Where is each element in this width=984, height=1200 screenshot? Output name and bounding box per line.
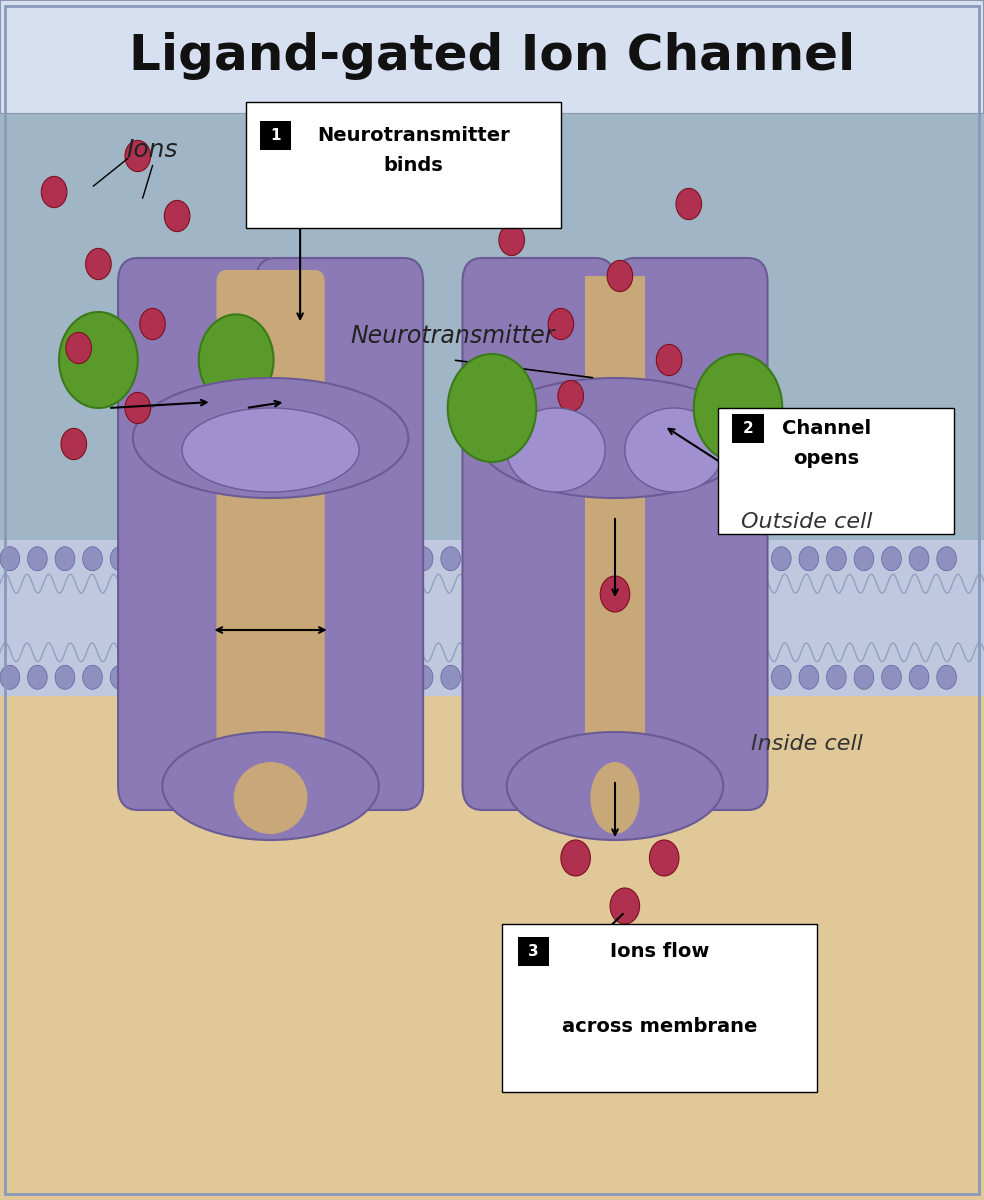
Circle shape [83, 547, 102, 571]
Text: Ions: Ions [127, 138, 178, 162]
Circle shape [937, 665, 956, 689]
Ellipse shape [133, 378, 408, 498]
Circle shape [468, 665, 488, 689]
FancyBboxPatch shape [256, 258, 423, 810]
Circle shape [441, 547, 461, 571]
Circle shape [656, 344, 682, 376]
FancyBboxPatch shape [585, 276, 645, 792]
Circle shape [413, 547, 433, 571]
Circle shape [496, 665, 516, 689]
Circle shape [125, 392, 151, 424]
FancyBboxPatch shape [0, 114, 984, 696]
Circle shape [771, 547, 791, 571]
Circle shape [441, 665, 461, 689]
Text: Neurotransmitter: Neurotransmitter [317, 126, 510, 145]
Text: binds: binds [384, 156, 443, 175]
Circle shape [676, 188, 702, 220]
Circle shape [138, 665, 157, 689]
Circle shape [827, 547, 846, 571]
Circle shape [165, 547, 185, 571]
FancyBboxPatch shape [502, 924, 817, 1092]
Circle shape [909, 665, 929, 689]
Circle shape [55, 665, 75, 689]
Circle shape [55, 547, 75, 571]
Circle shape [744, 547, 764, 571]
Circle shape [110, 665, 130, 689]
Circle shape [882, 547, 901, 571]
Circle shape [125, 140, 151, 172]
Ellipse shape [162, 732, 379, 840]
FancyBboxPatch shape [0, 696, 984, 1200]
Circle shape [496, 547, 516, 571]
Circle shape [909, 547, 929, 571]
FancyBboxPatch shape [732, 414, 764, 443]
Circle shape [744, 665, 764, 689]
Ellipse shape [182, 408, 359, 492]
Circle shape [138, 547, 157, 571]
FancyBboxPatch shape [118, 258, 285, 810]
Circle shape [799, 665, 819, 689]
Circle shape [558, 380, 584, 412]
Ellipse shape [477, 378, 753, 498]
Circle shape [607, 260, 633, 292]
Circle shape [548, 308, 574, 340]
Ellipse shape [625, 408, 723, 492]
Text: Channel: Channel [782, 419, 871, 438]
Circle shape [199, 314, 274, 406]
FancyBboxPatch shape [615, 258, 768, 810]
Circle shape [164, 200, 190, 232]
Circle shape [610, 888, 640, 924]
Circle shape [882, 665, 901, 689]
Circle shape [854, 665, 874, 689]
Circle shape [28, 547, 47, 571]
Circle shape [61, 428, 87, 460]
Text: Outside cell: Outside cell [741, 512, 873, 532]
Circle shape [468, 547, 488, 571]
FancyBboxPatch shape [260, 121, 291, 150]
Circle shape [499, 224, 524, 256]
Circle shape [83, 665, 102, 689]
Text: Neurotransmitter: Neurotransmitter [350, 324, 555, 348]
Ellipse shape [507, 732, 723, 840]
Circle shape [854, 547, 874, 571]
Circle shape [694, 354, 782, 462]
Circle shape [448, 354, 536, 462]
Circle shape [41, 176, 67, 208]
Ellipse shape [590, 762, 640, 834]
Circle shape [140, 308, 165, 340]
Text: Inside cell: Inside cell [751, 734, 863, 754]
Circle shape [649, 840, 679, 876]
Text: Ions flow: Ions flow [610, 942, 708, 961]
Circle shape [165, 665, 185, 689]
Circle shape [600, 576, 630, 612]
FancyBboxPatch shape [718, 408, 954, 534]
FancyBboxPatch shape [216, 270, 325, 798]
Text: across membrane: across membrane [562, 1016, 757, 1036]
Circle shape [66, 332, 92, 364]
Circle shape [771, 665, 791, 689]
Text: opens: opens [793, 449, 860, 468]
Circle shape [561, 840, 590, 876]
FancyBboxPatch shape [0, 540, 984, 696]
Text: 2: 2 [743, 421, 753, 436]
FancyBboxPatch shape [518, 937, 549, 966]
Ellipse shape [507, 408, 605, 492]
Circle shape [799, 547, 819, 571]
Circle shape [28, 665, 47, 689]
Circle shape [110, 547, 130, 571]
FancyBboxPatch shape [462, 258, 615, 810]
Circle shape [0, 547, 20, 571]
Circle shape [0, 665, 20, 689]
FancyBboxPatch shape [246, 102, 561, 228]
Circle shape [937, 547, 956, 571]
Circle shape [59, 312, 138, 408]
Text: 1: 1 [271, 128, 280, 143]
Circle shape [413, 665, 433, 689]
FancyBboxPatch shape [0, 0, 984, 114]
Ellipse shape [234, 762, 307, 834]
Text: 3: 3 [528, 944, 538, 959]
Circle shape [86, 248, 111, 280]
Text: Ligand-gated Ion Channel: Ligand-gated Ion Channel [129, 32, 855, 80]
Circle shape [827, 665, 846, 689]
